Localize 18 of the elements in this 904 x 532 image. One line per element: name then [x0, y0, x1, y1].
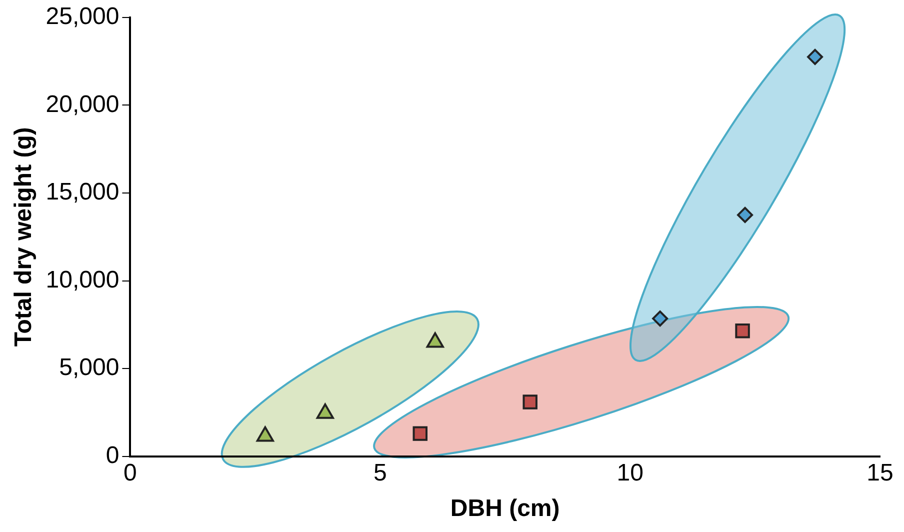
x-tick-label: 10	[616, 459, 644, 486]
y-tick-label: 10,000	[46, 266, 120, 294]
x-axis-title: DBH (cm)	[450, 495, 560, 522]
point	[807, 48, 824, 65]
y-tick-label: 15,000	[46, 178, 120, 206]
y-axis-title: Total dry weight (g)	[10, 127, 38, 347]
y-tick-label: 25,000	[46, 3, 120, 30]
point	[737, 206, 754, 223]
x-tick-label: 15	[866, 459, 894, 486]
point	[412, 426, 428, 441]
x-tick-label: 0	[124, 459, 137, 486]
y-tick-label: 20,000	[46, 90, 120, 118]
y-tick-label: 5,000	[59, 354, 120, 382]
point	[522, 394, 538, 410]
point	[735, 323, 750, 338]
point	[652, 310, 668, 327]
x-tick-label: 5	[373, 459, 387, 486]
y-tick-label: 0	[106, 442, 120, 470]
